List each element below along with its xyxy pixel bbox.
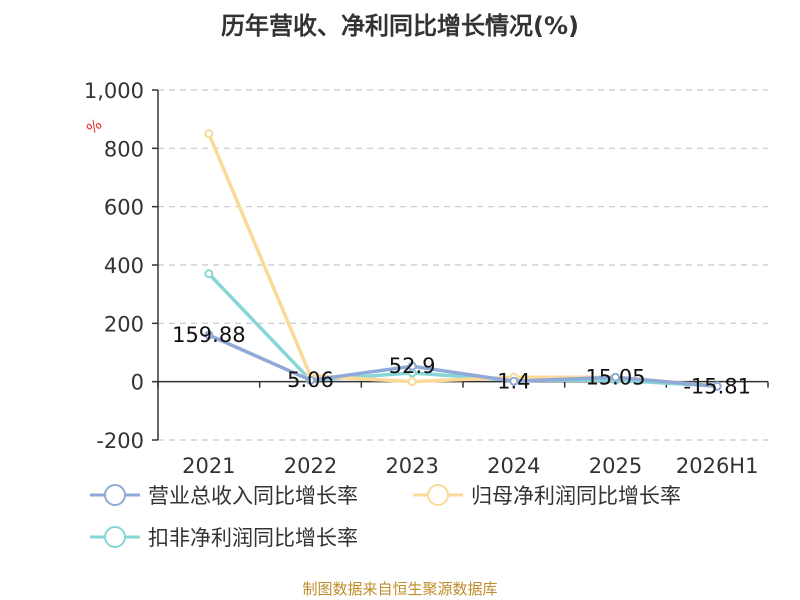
data-point[interactable] [306, 375, 315, 385]
x-tick-label: 2024 [487, 454, 540, 478]
y-tick-label: 1,000 [84, 79, 144, 103]
x-tick-labels: 2021 2022 2023 2024 2025 2026H1 [182, 454, 758, 478]
y-tick-label: -200 [96, 429, 144, 453]
x-tick-label: 2022 [284, 454, 337, 478]
data-point[interactable] [204, 330, 214, 340]
data-labels: 159.88 5.06 52.9 1.4 15.05 -15.81 [172, 323, 751, 398]
x-tick-label: 2021 [182, 454, 235, 478]
legend-item-revenue[interactable]: 营业总收入同比增长率 [90, 480, 358, 510]
data-point[interactable] [204, 129, 214, 139]
y-tick-label: 200 [104, 312, 144, 336]
data-point[interactable] [204, 269, 214, 279]
x-tick-label: 2023 [385, 454, 438, 478]
legend-item-deducted-profit[interactable]: 扣非净利润同比增长率 [90, 522, 358, 552]
data-label: 15.05 [585, 365, 645, 389]
series-line [208, 333, 718, 389]
data-point[interactable] [407, 361, 417, 371]
series-lines [204, 129, 722, 391]
y-tick-label: 400 [104, 254, 144, 278]
data-label: 52.9 [389, 354, 436, 378]
legend-label-deducted-profit: 扣非净利润同比增长率 [148, 526, 358, 550]
data-label: -15.81 [683, 374, 751, 398]
data-label: 5.06 [287, 368, 334, 392]
legend-label-revenue: 营业总收入同比增长率 [148, 484, 358, 508]
y-tick-label: 800 [104, 137, 144, 161]
x-tick-label: 2026H1 [676, 454, 759, 478]
series-line [207, 133, 718, 388]
legend-label-net-profit: 归母净利润同比增长率 [471, 484, 681, 508]
x-tick-label: 2025 [589, 454, 642, 478]
y-unit-label: % [83, 115, 105, 138]
chart-title: 历年营收、净利同比增长情况(%) [221, 12, 579, 40]
data-point[interactable] [712, 381, 722, 391]
legend-marker-deducted-profit [90, 526, 140, 548]
data-source: 制图数据来自恒生聚源数据库 [302, 580, 498, 598]
y-tick-label: 0 [131, 371, 144, 395]
data-point[interactable] [611, 372, 620, 382]
legend-marker-revenue [90, 484, 140, 506]
legend-item-net-profit[interactable]: 归母净利润同比增长率 [413, 480, 681, 510]
y-tick-labels: -200 0 200 400 600 800 1,000 [84, 79, 144, 453]
y-tick-label: 600 [104, 196, 144, 220]
data-label: 1.4 [497, 369, 530, 393]
data-point[interactable] [509, 376, 519, 386]
data-point[interactable] [407, 377, 417, 387]
data-label: 159.88 [172, 323, 245, 347]
series-line [207, 272, 718, 388]
grid-lines [158, 89, 768, 441]
legend-marker-net-profit [413, 484, 463, 506]
